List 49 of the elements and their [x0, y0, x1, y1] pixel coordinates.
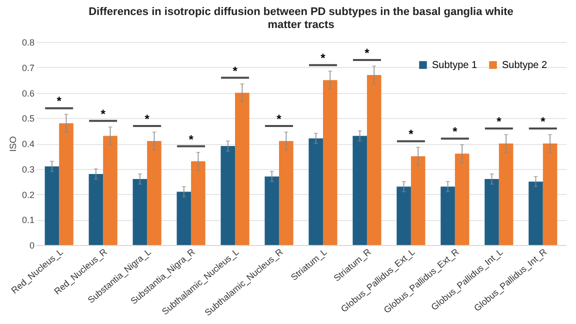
bar: [103, 136, 118, 245]
bar: [279, 140, 294, 245]
bar: [44, 166, 60, 245]
bar: [147, 140, 162, 245]
annotation: *: [496, 114, 502, 129]
bar: [132, 179, 148, 245]
bar: [176, 192, 192, 245]
bar: [498, 144, 514, 245]
bar: [454, 154, 470, 245]
y-tick-label: 0.3: [22, 164, 34, 174]
legend-label: Subtype 1: [432, 60, 478, 71]
chart-title: Differences in isotropic diffusion between PD subtypes in the basal ganglia white matter tracts: [88, 6, 514, 31]
bar: [396, 186, 411, 245]
y-tick-label: 0.4: [22, 139, 34, 149]
bar: [440, 186, 455, 245]
bar: [528, 182, 543, 245]
bar: [484, 179, 499, 245]
y-tick-label: 0.1: [22, 215, 34, 226]
annotation: *: [364, 46, 370, 60]
y-tick-label: 0.5: [22, 114, 34, 124]
bar: [352, 136, 367, 245]
bar: [410, 156, 426, 245]
bar: [308, 138, 323, 245]
bar: [235, 92, 250, 245]
annotation: *: [56, 94, 62, 108]
annotation: *: [188, 132, 194, 146]
y-tick-label: 0.8: [22, 38, 34, 48]
y-tick-label: 0: [29, 240, 34, 250]
bar: [191, 161, 206, 245]
bar: [88, 174, 104, 245]
annotation: *: [144, 112, 150, 126]
bar: [366, 74, 382, 245]
y-axis-title: ISO: [8, 136, 18, 152]
annotation: *: [232, 64, 238, 78]
bar: [220, 146, 236, 245]
y-tick-label: 0.6: [22, 88, 34, 98]
annotation: *: [540, 114, 546, 129]
annotation: *: [276, 112, 282, 126]
y-tick-label: 0.7: [22, 62, 34, 73]
bar: [322, 80, 338, 245]
annotation: *: [452, 124, 458, 139]
annotation: *: [100, 106, 106, 121]
annotation: *: [320, 51, 326, 66]
bar: [542, 144, 558, 245]
annotation: *: [408, 127, 414, 142]
y-tick-label: 0.2: [22, 190, 34, 200]
legend-label: Subtype 2: [502, 60, 548, 71]
bar: [59, 123, 74, 245]
bar: [264, 176, 280, 245]
